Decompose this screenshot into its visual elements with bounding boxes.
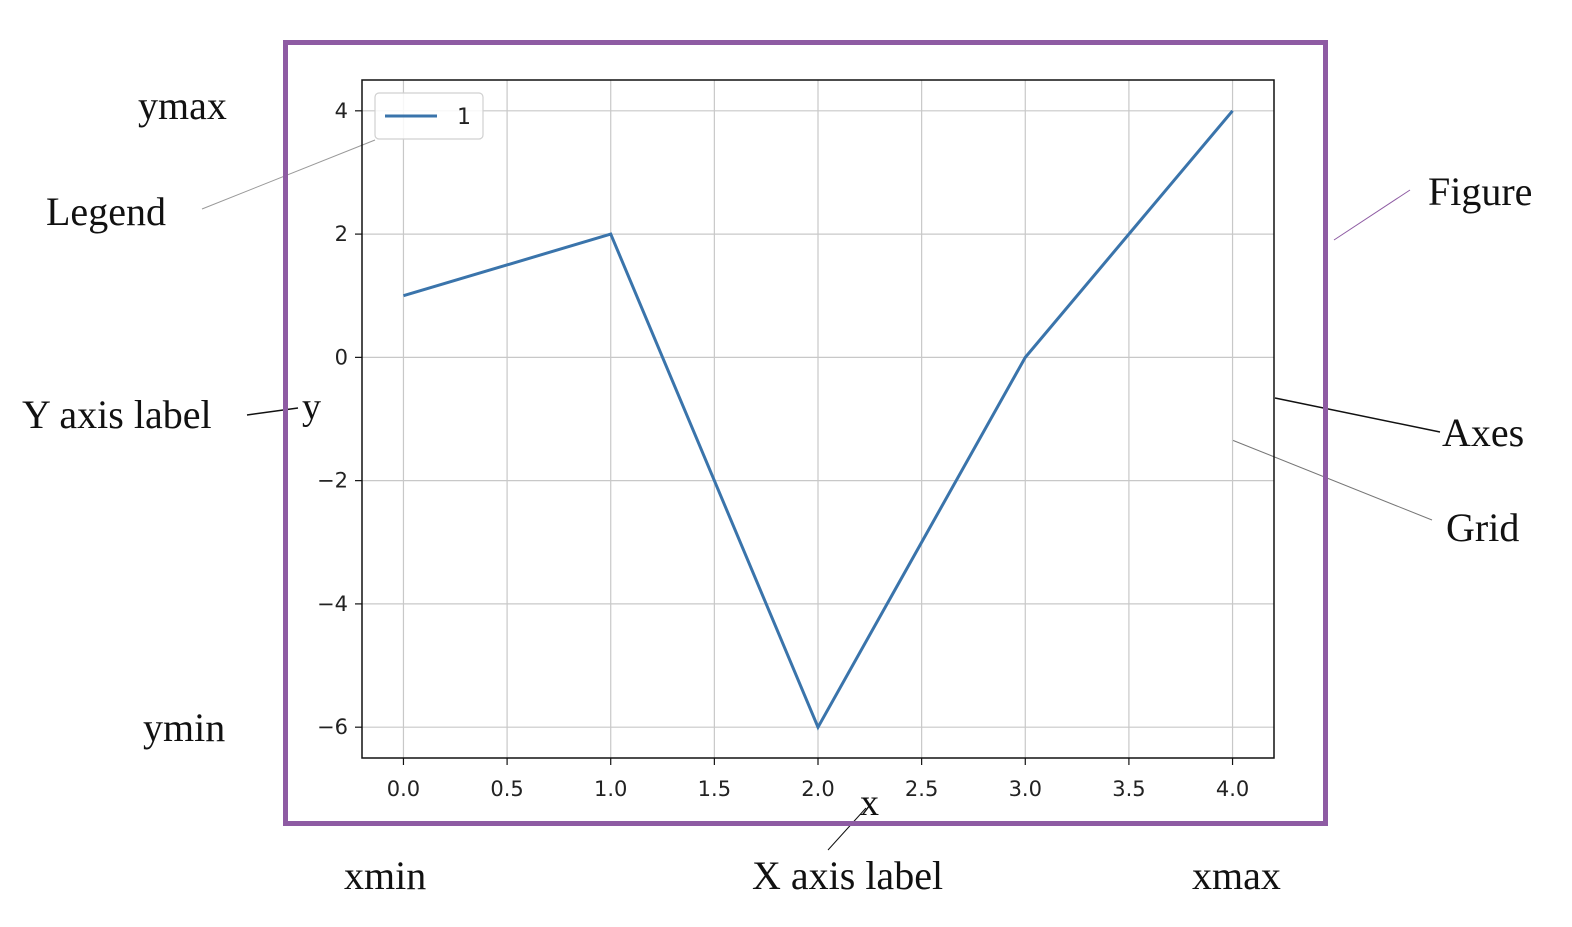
- x-tick-label: 2.5: [905, 777, 938, 801]
- x-tick-label: 1.0: [594, 777, 627, 801]
- annotation-axes: Axes: [1442, 410, 1525, 455]
- grid-leader: [1231, 439, 1433, 521]
- annotation-ymax: ymax: [138, 83, 227, 128]
- annotation-grid: Grid: [1446, 505, 1520, 550]
- grid: [362, 80, 1274, 758]
- x-tick-label: 0.5: [490, 777, 523, 801]
- figure-leader: [1333, 189, 1411, 241]
- annotation-x-axis-label: X axis label: [752, 853, 944, 898]
- x-axis-label: x: [860, 782, 879, 824]
- y-tick-label: −6: [317, 715, 348, 739]
- x-tick-label: 0.0: [387, 777, 420, 801]
- annotation-legend: Legend: [46, 189, 166, 234]
- annotation-xmax: xmax: [1192, 853, 1281, 898]
- x-axis-label-leader: [827, 807, 867, 851]
- x-tick-label: 2.0: [801, 777, 834, 801]
- x-tick-label: 4.0: [1216, 777, 1249, 801]
- y-tick-label: 0: [335, 345, 348, 369]
- y-tick-label: 2: [335, 222, 348, 246]
- series-group: [403, 109, 1234, 731]
- annotation-ymin: ymin: [143, 705, 226, 750]
- annotation-xmin: xmin: [344, 853, 427, 898]
- y-axis-label: y: [302, 386, 321, 428]
- y-tick-label: −4: [317, 592, 348, 616]
- y-tick-label: −2: [317, 469, 348, 493]
- x-tick-label: 3.0: [1009, 777, 1042, 801]
- x-tick-label: 3.5: [1112, 777, 1145, 801]
- legend-entry: 1: [457, 105, 471, 130]
- y-tick-label: 4: [335, 99, 348, 123]
- annotation-y-axis-label: Y axis label: [22, 392, 212, 437]
- x-tick-label: 1.5: [698, 777, 731, 801]
- axes-leader: [1274, 397, 1441, 433]
- ticks: 0.0 0.5 1.0 1.5 2.0 2.5 3.0 3.5 4.0 −6 −4 −2 0 2 4: [317, 99, 1249, 801]
- axes-frame: [361, 79, 1275, 759]
- y-axis-label-leader: [246, 407, 299, 416]
- legend-leader: [201, 139, 376, 210]
- annotation-figure: Figure: [1428, 169, 1533, 214]
- legend: 1: [374, 92, 484, 140]
